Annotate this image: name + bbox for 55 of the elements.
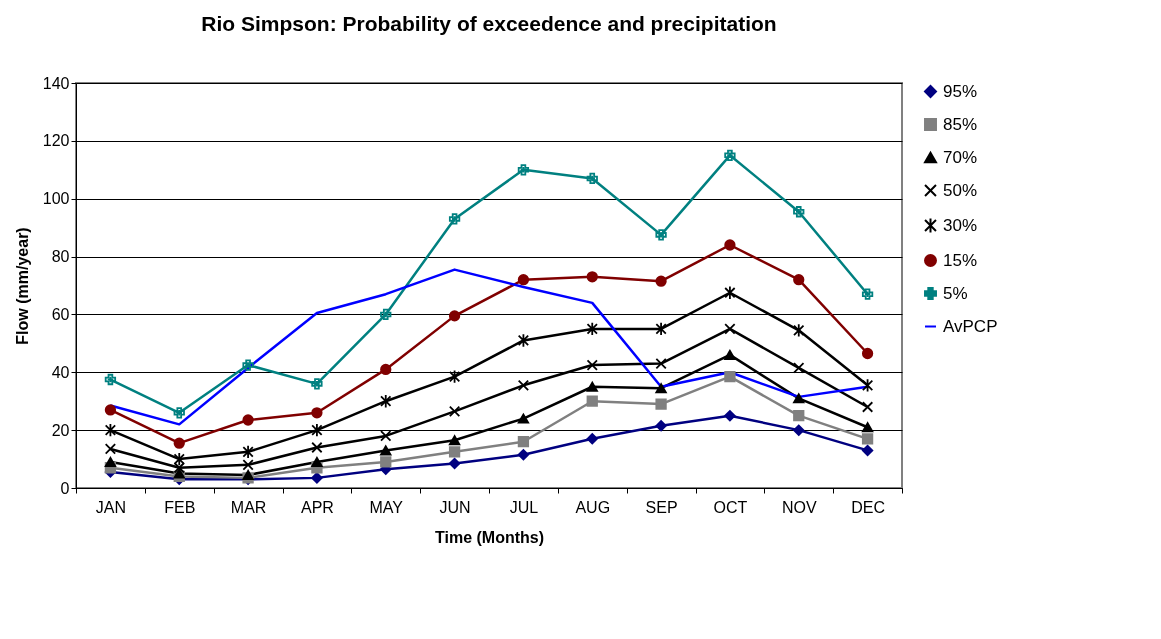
legend-label: 5% [943, 283, 968, 303]
point [380, 430, 392, 442]
point [861, 401, 874, 413]
point [242, 444, 254, 459]
y-tick-label: 0 [60, 479, 70, 497]
x-tick-label: MAY [369, 498, 404, 516]
point [655, 321, 667, 336]
y-tick-label: 80 [51, 248, 70, 266]
point [448, 405, 461, 417]
point [793, 362, 805, 374]
point [724, 285, 736, 300]
y-tick-label: 120 [42, 132, 70, 150]
x-tick-label: OCT [713, 498, 748, 516]
x-tick-label: FEB [164, 498, 196, 516]
x-tick-label: DEC [851, 498, 885, 516]
x-tick-label: JAN [95, 498, 127, 516]
point [173, 462, 185, 474]
legend-label: 95% [943, 81, 978, 101]
point [242, 459, 254, 471]
point [311, 441, 323, 454]
x-tick-label: NOV [781, 498, 817, 516]
x-tick-label: SEP [645, 498, 678, 516]
y-tick-label: 40 [51, 363, 70, 381]
x-axis-title: Time (Months) [434, 528, 545, 546]
point [655, 357, 667, 370]
chart-title: Rio Simpson: Probability of exceedence and precipitation [201, 12, 777, 35]
legend-label: 15% [943, 250, 978, 270]
y-tick-label: 20 [51, 421, 70, 439]
point [380, 394, 392, 409]
legend-label: 85% [943, 114, 978, 134]
x-tick-label: AUG [575, 498, 611, 516]
point [517, 333, 530, 348]
point [861, 378, 874, 393]
point [517, 379, 530, 391]
y-axis-title: Flow (mm/year) [13, 227, 31, 345]
x-tick-label: APR [300, 498, 334, 516]
y-tick-label: 60 [51, 305, 70, 323]
legend-label: 30% [943, 215, 978, 235]
legend-label: AvPCP [943, 316, 998, 336]
y-tick-label: 140 [42, 74, 70, 92]
point [104, 423, 117, 438]
point [724, 323, 736, 335]
legend-label: 70% [943, 147, 978, 167]
legend-label: 50% [943, 180, 978, 200]
x-tick-label: JUL [509, 498, 539, 516]
point [311, 423, 323, 438]
point [173, 452, 185, 467]
point [104, 443, 117, 455]
x-tick-label: MAR [230, 498, 267, 516]
point [793, 323, 805, 338]
point [586, 321, 598, 336]
point [586, 359, 598, 371]
y-tick-label: 100 [42, 190, 70, 208]
x-tick-label: JUN [439, 498, 471, 516]
point [448, 369, 461, 384]
